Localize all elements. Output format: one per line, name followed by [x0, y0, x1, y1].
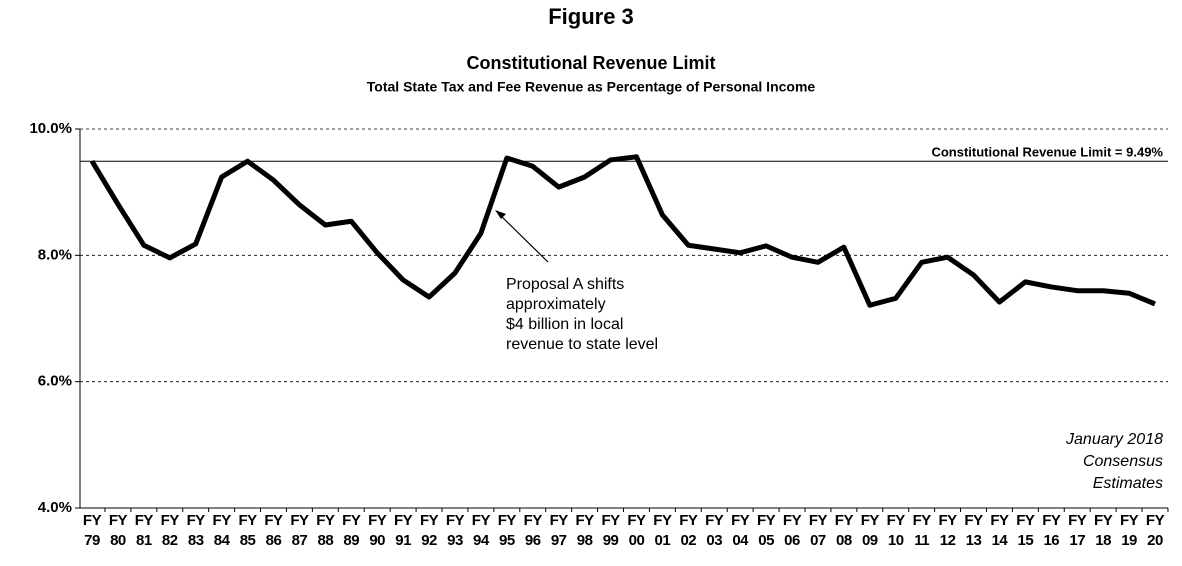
- x-tick-label: FY 88: [316, 512, 335, 549]
- x-tick-label: FY 90: [368, 512, 387, 549]
- x-tick-label: FY 97: [549, 512, 569, 549]
- chart-title: Figure 3: [548, 4, 634, 29]
- x-tick-label: FY 08: [834, 512, 854, 549]
- x-tick-label: FY 87: [290, 512, 309, 549]
- x-tick-label: FY 14: [990, 512, 1009, 549]
- x-tick-label: FY 81: [134, 512, 154, 549]
- x-tick-label: FY 85: [238, 512, 257, 549]
- x-tick-label: FY 02: [679, 512, 698, 549]
- annotation: $4 billion in local: [506, 316, 623, 333]
- annotation: approximately: [506, 296, 606, 313]
- x-tick-label: FY 19: [1119, 512, 1139, 549]
- x-tick-label: FY 13: [964, 512, 983, 549]
- x-tick-label: FY 10: [886, 512, 906, 549]
- x-tick-label: FY 86: [264, 512, 283, 549]
- y-tick-label: 4.0%: [38, 499, 72, 516]
- x-tick-label: FY 99: [601, 512, 620, 549]
- y-tick-label: 8.0%: [38, 246, 72, 263]
- x-tick-label: FY 06: [782, 512, 802, 549]
- arrow-head: [495, 210, 506, 219]
- x-tick-label: FY 94: [471, 512, 491, 549]
- x-tick-label: FY 05: [757, 512, 776, 549]
- x-tick-label: FY 82: [160, 512, 180, 549]
- x-tick-label: FY 20: [1145, 512, 1165, 549]
- x-tick-label: FY 84: [212, 512, 232, 549]
- x-tick-label: FY 83: [186, 512, 206, 549]
- x-tick-label: FY 96: [523, 512, 543, 549]
- x-tick-label: FY 11: [912, 512, 932, 549]
- x-tick-label: FY 17: [1068, 512, 1087, 549]
- chart-subtitle: Constitutional Revenue Limit: [466, 53, 715, 73]
- x-tick-label: FY 79: [82, 512, 102, 549]
- x-tick-label: FY 18: [1094, 512, 1113, 549]
- x-tick-label: FY 00: [627, 512, 646, 549]
- line: [89, 154, 1156, 308]
- y-tick-label: 10.0%: [29, 120, 72, 137]
- x-tick-label: FY 01: [653, 512, 672, 549]
- x-tick-label: FY 93: [445, 512, 465, 549]
- x-tick-label: FY 92: [419, 512, 439, 549]
- x-tick-label: FY 80: [108, 512, 128, 549]
- x-tick-label: FY 15: [1016, 512, 1035, 549]
- x-tick-label: FY 09: [860, 512, 880, 549]
- y-tick-label: 6.0%: [38, 373, 72, 390]
- note: Consensus: [1083, 453, 1163, 470]
- annotation: Proposal A shifts: [506, 276, 624, 293]
- note: January 2018: [1065, 431, 1163, 448]
- x-tick-label: FY 91: [394, 512, 413, 549]
- x-tick-label: FY 89: [342, 512, 361, 549]
- chart-subtitle: Total State Tax and Fee Revenue as Perce…: [367, 79, 816, 95]
- x-tick-label: FY 16: [1042, 512, 1061, 549]
- note: Estimates: [1093, 475, 1163, 492]
- x-tick-label: FY 98: [575, 512, 595, 549]
- annotation-arrow: [498, 213, 549, 263]
- x-tick-label: FY 04: [731, 512, 750, 549]
- reference-label: Constitutional Revenue Limit = 9.49%: [931, 145, 1163, 160]
- x-tick-label: FY 03: [705, 512, 724, 549]
- x-tick-label: FY 07: [808, 512, 828, 549]
- x-tick-label: FY 95: [497, 512, 517, 549]
- annotation: revenue to state level: [506, 336, 658, 353]
- x-tick-label: FY 12: [938, 512, 957, 549]
